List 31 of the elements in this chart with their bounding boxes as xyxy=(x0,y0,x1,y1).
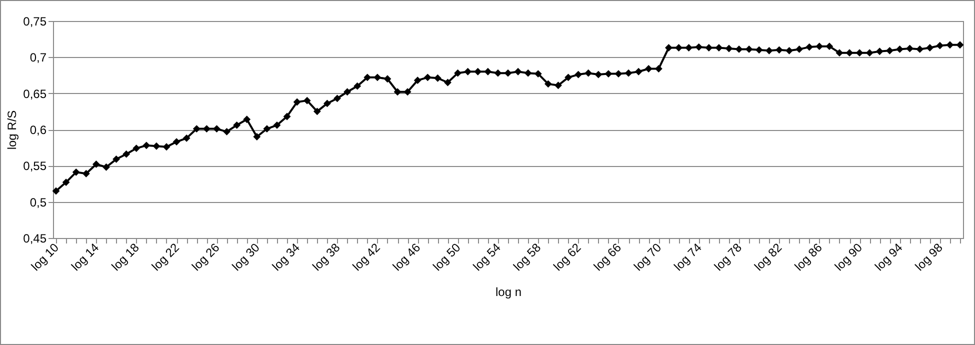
x-tick-label: log 14 xyxy=(68,240,102,274)
x-tick-label: log 78 xyxy=(711,240,745,274)
x-tick-label: log 38 xyxy=(310,240,343,274)
x-tick-label: log 90 xyxy=(832,240,866,274)
y-tick-label: 0,7 xyxy=(30,50,47,65)
x-tick-label: log 62 xyxy=(550,240,584,274)
y-tick-label: 0,75 xyxy=(23,14,47,28)
y-tick-label: 0,55 xyxy=(23,159,47,174)
x-tick-label: log 50 xyxy=(430,240,464,274)
x-tick-label: log 58 xyxy=(510,240,544,274)
x-tick-label: log 98 xyxy=(912,240,946,274)
x-tick-label: log 30 xyxy=(229,240,263,274)
y-tick-label: 0,45 xyxy=(23,232,47,246)
y-axis-title: log R/S xyxy=(5,110,20,150)
x-tick-label: log 26 xyxy=(189,240,222,274)
x-tick-label: log 82 xyxy=(752,240,785,274)
x-tick-label: log 54 xyxy=(470,240,504,274)
x-tick-label: log 42 xyxy=(350,240,384,274)
x-tick-label: log 46 xyxy=(390,240,424,274)
x-tick-label: log 34 xyxy=(270,240,303,274)
x-tick-label: log 66 xyxy=(590,240,624,274)
x-tick-label: log 74 xyxy=(671,240,705,274)
y-tick-label: 0,65 xyxy=(23,86,47,101)
x-axis-title: log n xyxy=(495,284,522,299)
x-tick-label: log 22 xyxy=(148,240,182,274)
x-tick-label: log 94 xyxy=(872,240,906,274)
y-tick-label: 0,6 xyxy=(30,123,47,137)
y-tick-label: 0,5 xyxy=(30,195,47,210)
x-tick-label: log 86 xyxy=(792,240,826,274)
x-tick-label: log 70 xyxy=(631,240,664,274)
x-tick-label: log 18 xyxy=(108,240,142,274)
